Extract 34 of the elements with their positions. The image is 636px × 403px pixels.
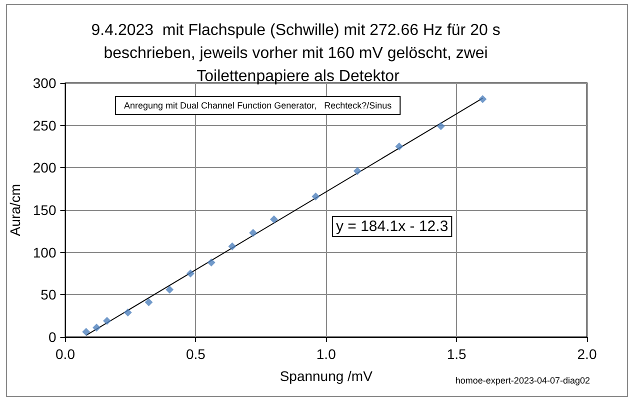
- point: [436, 122, 445, 130]
- point: [478, 95, 487, 104]
- y-tick-label: 50: [40, 286, 56, 303]
- y-tick-label: 200: [32, 160, 56, 176]
- point: [395, 142, 404, 150]
- point: [186, 270, 194, 278]
- point: [312, 192, 320, 200]
- point: [166, 286, 174, 294]
- y-tick-label: 100: [32, 244, 56, 260]
- chart-title: 9.4.2023 mit Flachspule (Schwille) mit 272.66 Hz für 20 s beschrieben, jeweils vorher mit 160 mV gelöscht, zwei Toilettenpapiere als Detektor: [91, 22, 505, 85]
- x-axis-title: Spannung /mV: [280, 368, 374, 384]
- point: [353, 167, 362, 176]
- point: [249, 228, 258, 237]
- y-tick-label: 250: [32, 117, 56, 134]
- y-tick-label: 150: [32, 202, 56, 218]
- point: [207, 258, 216, 266]
- annotation: y = 184.1x - 12.3: [336, 218, 448, 235]
- point: [92, 324, 101, 332]
- point: [144, 298, 153, 306]
- text: homoe-expert-2023-04-07-diag02: [455, 376, 590, 386]
- x-tick-label: 0.0: [56, 346, 76, 362]
- point: [82, 328, 90, 336]
- x-tick-label: 0.5: [186, 346, 206, 362]
- x-tick-label: 1.0: [316, 346, 336, 362]
- point: [103, 316, 111, 325]
- y-axis-title: Aura/cm: [7, 184, 23, 236]
- point: [124, 308, 132, 316]
- y-tick-label: 300: [32, 75, 56, 91]
- point: [228, 242, 236, 250]
- y-tick-label: 0: [48, 329, 56, 345]
- annotation: Anregung mit Dual Channel Function Generator, Rechteck?/Sinus: [124, 100, 392, 110]
- x-tick-label: 2.0: [577, 346, 597, 362]
- point: [270, 215, 278, 224]
- x-tick-label: 1.5: [446, 346, 467, 362]
